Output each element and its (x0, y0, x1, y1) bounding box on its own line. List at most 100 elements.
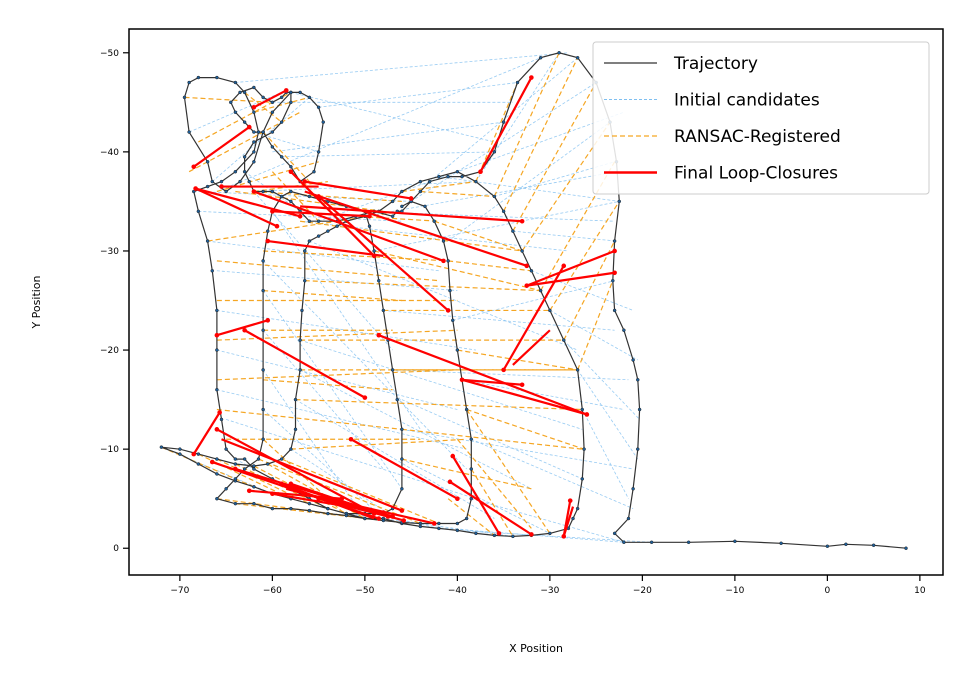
trajectory-point (224, 189, 228, 194)
candidate-line (531, 270, 634, 311)
trajectory-point (316, 150, 321, 154)
ransac-line (549, 201, 620, 311)
trajectory-point (289, 199, 293, 204)
trajectory-point (580, 477, 584, 481)
trajectory-point (256, 130, 261, 134)
trajectory-point (844, 542, 848, 547)
candidate-line (374, 201, 620, 252)
trajectory-point (233, 80, 238, 85)
final-loop-closure-line (451, 455, 500, 534)
final-loop-closure-point (246, 124, 252, 130)
final-loop-closure-point (279, 481, 284, 487)
trajectory-point (261, 328, 265, 332)
trajectory-point (279, 194, 284, 199)
trajectory-point (215, 472, 219, 476)
candidate-line (410, 82, 597, 202)
candidate-line (401, 428, 634, 470)
ransac-line (420, 190, 495, 198)
trajectory-point (557, 51, 561, 55)
trajectory-point (233, 462, 238, 466)
trajectory-point (631, 358, 635, 362)
trajectory-point (612, 308, 617, 313)
final-loop-closure-point (496, 531, 502, 536)
trajectory-point (270, 506, 275, 511)
final-loop-closure-point (191, 164, 197, 170)
trajectory-point (492, 150, 497, 154)
trajectory-point (400, 487, 404, 491)
final-loop-closure-point (219, 184, 224, 189)
ransac-line (253, 181, 328, 193)
trajectory-point (335, 224, 339, 228)
candidate-line (471, 498, 624, 543)
candidate-line (401, 399, 583, 480)
trajectory-point (316, 219, 321, 223)
final-loop-closure-line (350, 438, 458, 500)
candidate-line (216, 270, 458, 292)
final-loop-closure-point (288, 169, 294, 174)
candidate-line (452, 280, 615, 321)
trajectory-point (215, 308, 219, 313)
trajectory-point (252, 150, 256, 154)
trajectory-point (469, 496, 473, 501)
x-axis: −70 −60 −50 −40 −30 −20 −10 0 10 (170, 575, 926, 596)
candidate-line (216, 349, 458, 410)
ransac-line (258, 458, 421, 525)
trajectory-point (400, 204, 404, 209)
trajectory-point (159, 445, 164, 449)
trajectory-point (238, 90, 242, 95)
candidate-line (318, 111, 625, 222)
trajectory-point (196, 75, 201, 80)
trajectory-point (233, 501, 238, 506)
final-loop-closure-point (246, 488, 252, 494)
final-loop-closure-point (447, 479, 453, 485)
final-loop-closure-point (193, 186, 198, 191)
final-loop-closure-line (216, 319, 269, 337)
trajectory-point (219, 179, 224, 184)
final-loop-closure-point (251, 104, 257, 110)
trajectory-point (469, 467, 473, 471)
candidate-line (272, 121, 504, 153)
trajectory-point (455, 169, 460, 174)
trajectory-point (215, 387, 219, 392)
final-loop-closure-point (339, 496, 345, 501)
final-layer (191, 75, 617, 539)
candidate-line (429, 57, 578, 182)
trajectory-point (252, 501, 256, 506)
final-loop-closure-line (479, 77, 533, 173)
ransac-line (300, 220, 523, 252)
trajectory-point (580, 407, 584, 412)
trajectory-point (400, 457, 404, 461)
final-loop-closure-point (385, 514, 391, 519)
x-tick-label: −40 (448, 586, 467, 596)
trajectory-point (266, 462, 270, 466)
x-tick-label: −50 (355, 586, 374, 596)
trajectory-point (418, 179, 423, 184)
trajectory-point (612, 239, 617, 243)
candidate-line (471, 438, 634, 509)
candidate-line (309, 240, 578, 351)
x-tick-label: −30 (540, 586, 559, 596)
candidate-line (420, 526, 624, 543)
final-loop-closure-point (371, 253, 377, 259)
trajectory-point (381, 308, 386, 313)
final-loop-closure-point (214, 332, 220, 338)
trajectory-point (307, 239, 312, 243)
legend: Trajectory Initial candidates RANSAC-Regis… (592, 41, 930, 195)
candidate-line (438, 176, 620, 202)
trajectory-point (474, 179, 478, 184)
ransac-line (401, 428, 583, 450)
candidate-line (383, 310, 615, 331)
trajectory-point (233, 457, 238, 461)
trajectory-point (562, 338, 566, 342)
trajectory-point (460, 174, 464, 179)
trajectory-point (196, 209, 201, 214)
final-loop-closure-point (302, 491, 308, 497)
trajectory-point (575, 368, 580, 372)
final-loop-closure-line (221, 438, 403, 512)
trajectory-point (492, 533, 497, 538)
trajectory-point (252, 467, 256, 471)
trajectory-point (307, 501, 312, 506)
trajectory-point (733, 539, 737, 544)
final-loop-closure-point (561, 263, 567, 269)
trajectory-point (270, 100, 275, 105)
